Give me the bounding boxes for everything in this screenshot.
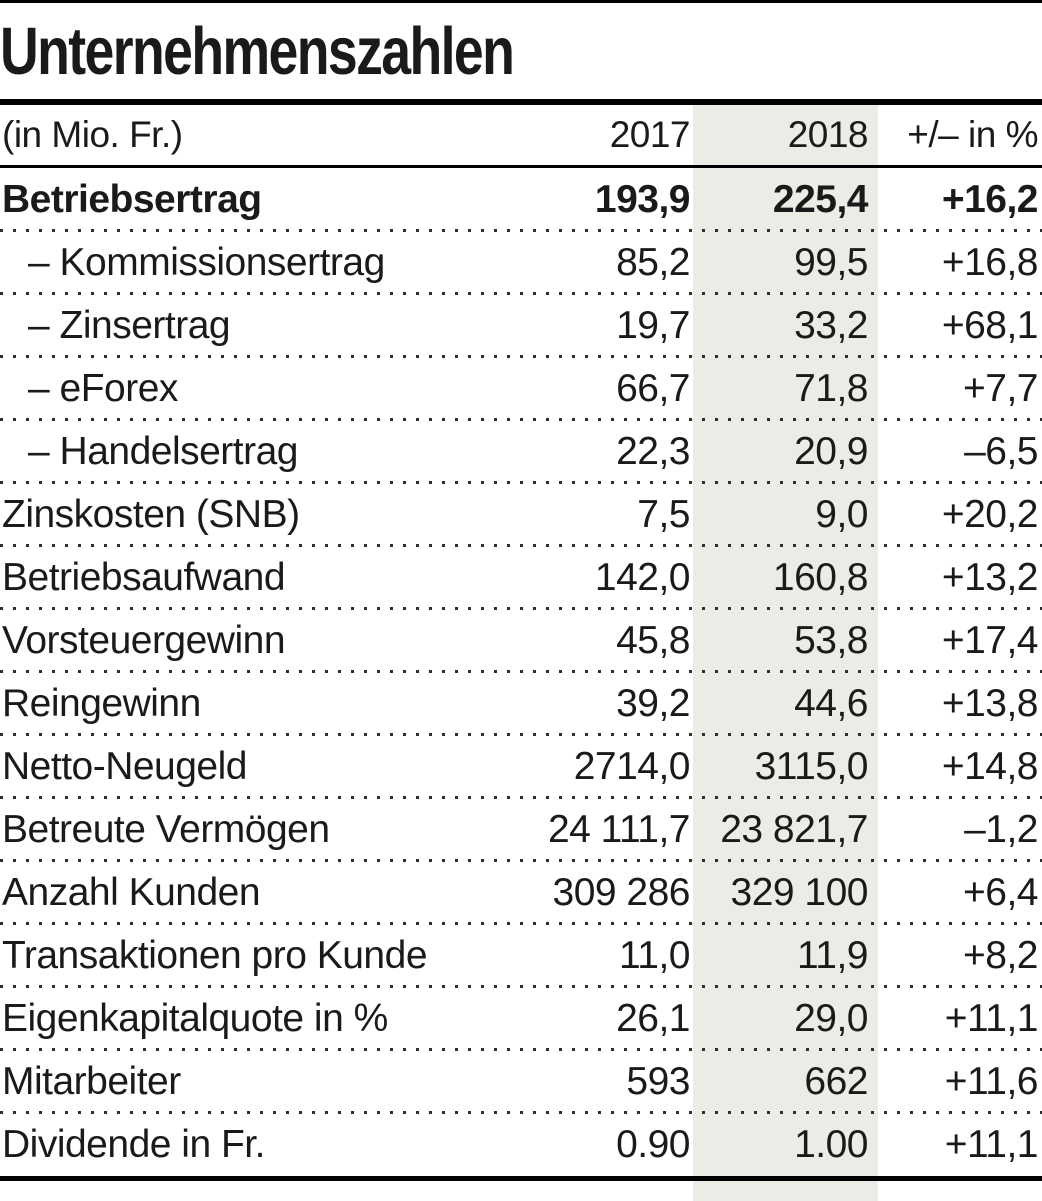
table-row: – Kommissionsertrag 85,2 99,5 +16,8 xyxy=(0,231,1042,295)
table-row: Betreute Vermögen 24 111,7 23 821,7 –1,2 xyxy=(0,798,1042,862)
row-label: Dividende in Fr. xyxy=(2,1122,265,1166)
value-2017: 309 286 xyxy=(552,870,691,914)
table-row: – Zinsertrag 19,7 33,2 +68,1 xyxy=(0,294,1042,358)
value-2018: 662 xyxy=(804,1059,868,1103)
value-2017: 45,8 xyxy=(616,618,690,662)
value-2017: 19,7 xyxy=(616,303,690,347)
value-2017: 39,2 xyxy=(616,681,690,725)
bottom-rule xyxy=(0,1176,1042,1181)
table-row: Zinskosten (SNB) 7,5 9,0 +20,2 xyxy=(0,483,1042,547)
page-title: Unternehmenszahlen xyxy=(0,13,515,89)
table-row: Betriebsaufwand 142,0 160,8 +13,2 xyxy=(0,546,1042,610)
table-row: Reingewinn 39,2 44,6 +13,8 xyxy=(0,672,1042,736)
value-change-pct: +11,1 xyxy=(944,1122,1039,1166)
row-label: Zinskosten (SNB) xyxy=(2,492,300,536)
value-change-pct: –1,2 xyxy=(964,807,1038,851)
table-row: Eigenkapitalquote in % 26,1 29,0 +11,1 xyxy=(0,987,1042,1051)
value-change-pct: +17,4 xyxy=(941,618,1039,662)
table-header: (in Mio. Fr.) 2017 2018 +/– in % xyxy=(0,105,1042,165)
column-header-2017: 2017 xyxy=(609,114,691,155)
table-row: Betriebsertrag 193,9 225,4 +16,2 xyxy=(0,168,1042,232)
table-row: Dividende in Fr. 0.90 1.00 +11,1 xyxy=(0,1113,1042,1176)
row-label: Reingewinn xyxy=(2,681,201,725)
row-label: Netto-Neugeld xyxy=(2,744,247,788)
value-2018: 3115,0 xyxy=(754,744,869,788)
row-label: Vorsteuergewinn xyxy=(2,618,286,662)
value-2018: 29,0 xyxy=(794,996,868,1040)
table-row: – Handelsertrag 22,3 20,9 –6,5 xyxy=(0,420,1042,484)
highlight-column-2018-band xyxy=(693,105,878,1201)
value-2018: 23 821,7 xyxy=(720,807,868,851)
value-change-pct: –6,5 xyxy=(964,429,1038,473)
value-2017: 11,0 xyxy=(618,933,691,977)
row-label: Anzahl Kunden xyxy=(2,870,261,914)
value-2018: 44,6 xyxy=(794,681,868,725)
table-row: Netto-Neugeld 2714,0 3115,0 +14,8 xyxy=(0,735,1042,799)
value-2018: 11,9 xyxy=(796,933,869,977)
title-bar: Unternehmenszahlen xyxy=(0,3,1042,99)
value-2018: 9,0 xyxy=(815,492,868,536)
value-change-pct: +11,1 xyxy=(944,996,1039,1040)
value-change-pct: +13,8 xyxy=(941,681,1039,725)
header-rule xyxy=(0,165,1042,168)
value-change-pct: +7,7 xyxy=(963,366,1039,410)
unit-label: (in Mio. Fr.) xyxy=(2,114,183,155)
row-label: Mitarbeiter xyxy=(2,1059,181,1103)
value-change-pct: +14,8 xyxy=(941,744,1039,788)
value-2017: 193,9 xyxy=(594,177,691,221)
value-2018: 329 100 xyxy=(730,870,869,914)
value-2017: 85,2 xyxy=(616,240,690,284)
value-2017: 593 xyxy=(626,1059,690,1103)
row-label: Transaktionen pro Kunde xyxy=(2,933,428,977)
table-row: Vorsteuergewinn 45,8 53,8 +17,4 xyxy=(0,609,1042,673)
value-2017: 0.90 xyxy=(616,1122,690,1166)
value-2017: 2714,0 xyxy=(573,744,691,788)
value-change-pct: +16,2 xyxy=(941,177,1039,221)
value-2017: 22,3 xyxy=(616,429,690,473)
value-2017: 7,5 xyxy=(637,492,690,536)
value-change-pct: +16,8 xyxy=(941,240,1039,284)
value-2018: 225,4 xyxy=(772,177,869,221)
row-label: Betreute Vermögen xyxy=(2,807,330,851)
value-2017: 142,0 xyxy=(594,555,691,599)
value-change-pct: +8,2 xyxy=(963,933,1039,977)
table-body: Betriebsertrag 193,9 225,4 +16,2 – Kommi… xyxy=(0,168,1042,1176)
top-rule xyxy=(0,0,1042,3)
value-2018: 20,9 xyxy=(794,429,868,473)
value-change-pct: +6,4 xyxy=(963,870,1039,914)
value-2018: 160,8 xyxy=(772,555,869,599)
value-2018: 33,2 xyxy=(794,303,868,347)
row-label: Betriebsaufwand xyxy=(2,555,286,599)
row-label: – Kommissionsertrag xyxy=(28,240,385,284)
value-2018: 71,8 xyxy=(794,366,868,410)
value-change-pct: +11,6 xyxy=(944,1059,1039,1103)
column-header-change: +/– in % xyxy=(907,114,1038,155)
table-row: Transaktionen pro Kunde 11,0 11,9 +8,2 xyxy=(0,924,1042,988)
row-label: – Handelsertrag xyxy=(28,429,299,473)
value-2017: 26,1 xyxy=(616,996,690,1040)
table-row: – eForex 66,7 71,8 +7,7 xyxy=(0,357,1042,421)
column-header-2018: 2018 xyxy=(787,114,869,155)
row-label: – eForex xyxy=(28,366,178,410)
value-2018: 99,5 xyxy=(794,240,868,284)
row-label: Betriebsertrag xyxy=(2,177,262,221)
value-2017: 24 111,7 xyxy=(547,807,691,851)
value-change-pct: +20,2 xyxy=(941,492,1039,536)
value-change-pct: +13,2 xyxy=(941,555,1039,599)
value-change-pct: +68,1 xyxy=(941,303,1039,347)
title-rule xyxy=(0,99,1042,105)
value-2018: 53,8 xyxy=(794,618,868,662)
row-label: – Zinsertrag xyxy=(28,303,231,347)
value-2017: 66,7 xyxy=(616,366,690,410)
table-row: Mitarbeiter 593 662 +11,6 xyxy=(0,1050,1042,1114)
row-label: Eigenkapitalquote in % xyxy=(2,996,388,1040)
value-2018: 1.00 xyxy=(794,1122,868,1166)
table-row: Anzahl Kunden 309 286 329 100 +6,4 xyxy=(0,861,1042,925)
